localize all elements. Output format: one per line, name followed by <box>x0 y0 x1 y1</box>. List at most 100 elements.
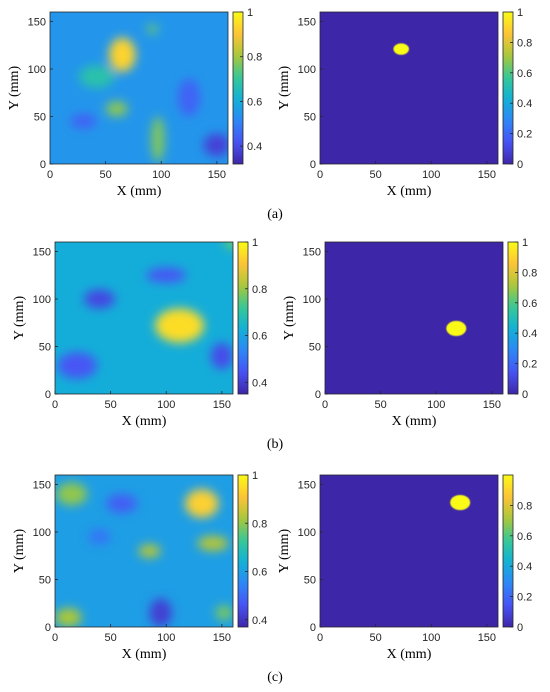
x-tick-label: 100 <box>152 169 170 181</box>
colorbar-tick-label: 0.4 <box>517 561 532 573</box>
heatmap-hotspot <box>138 544 161 558</box>
plot-frame <box>54 474 234 628</box>
colorbar-tick-label: 0.8 <box>522 267 537 279</box>
x-tick-label: 100 <box>422 169 440 181</box>
colorbar-tick-label: 0 <box>517 159 523 171</box>
x-tick-label: 0 <box>52 632 58 644</box>
chart-c-right: 0 50 100 150 0 50 100 150 X (mm) Y (mm) 0 0.2 0.4 0.6… <box>270 463 540 668</box>
y-tick-label: 100 <box>28 64 46 76</box>
y-tick-label: 150 <box>33 247 51 259</box>
heatmap-background <box>50 12 228 164</box>
plot-frame <box>324 241 504 395</box>
y-tick-label: 50 <box>304 575 316 587</box>
heatmap-image <box>325 242 503 394</box>
heatmap-hotspot <box>108 37 136 72</box>
colorbar-tick-label: 0.4 <box>522 328 537 340</box>
defect-region <box>450 494 471 511</box>
x-axis-label: X (mm) <box>122 414 167 429</box>
x-tick-label: 100 <box>157 399 175 411</box>
colorbar-tick-label: 0.8 <box>252 284 267 296</box>
heatmap-lowspot <box>83 289 116 309</box>
heatmap-lowspot <box>57 352 98 379</box>
colorbar-tick-label: 0.4 <box>517 98 532 110</box>
y-tick-label: 100 <box>33 294 51 306</box>
y-tick-label: 0 <box>310 159 316 171</box>
colorbar-tick-label: 0.4 <box>247 141 262 153</box>
chart-a-right: 0 50 100 150 0 50 100 150 X (mm) Y (mm) 0 0.2 0.4 0.6… <box>270 0 540 205</box>
y-tick-label: 150 <box>28 17 46 29</box>
caption-b: (b) <box>266 437 284 452</box>
heatmap-lowspot <box>203 133 228 157</box>
y-tick-label: 150 <box>298 480 316 492</box>
plot-frame <box>54 241 234 395</box>
x-axis-label: X (mm) <box>122 647 167 662</box>
heatmap-hotspot <box>185 489 219 518</box>
y-tick-label: 50 <box>34 112 46 124</box>
heatmap-image <box>320 12 498 164</box>
y-axis-label: Y (mm) <box>282 296 297 341</box>
colorbar <box>502 11 514 165</box>
colorbar-tick-label: 1 <box>252 470 258 482</box>
colorbar-tick-label: 0.2 <box>522 359 537 371</box>
heatmap-hotspot <box>78 65 115 88</box>
x-tick-label: 100 <box>422 632 440 644</box>
colorbar-tick-label: 0.2 <box>517 592 532 604</box>
colorbar-tick-label: 1 <box>517 7 523 19</box>
heatmap-hotspot <box>55 608 82 627</box>
y-tick-label: 50 <box>39 575 51 587</box>
y-tick-label: 0 <box>310 622 316 634</box>
chart-svg: 0 50 100 150 0 50 100 150 X (mm) Y (mm) 0.4 0.6 0.8 1 <box>12 470 267 662</box>
y-axis-label: Y (mm) <box>12 296 27 341</box>
heatmap-image <box>50 12 228 164</box>
x-tick-label: 50 <box>100 169 112 181</box>
chart-svg: 0 50 100 150 0 50 100 150 X (mm) Y (mm) 0 0.2 0.4 0.6… <box>277 7 532 199</box>
colorbar <box>232 11 244 165</box>
defect-region <box>393 43 409 55</box>
y-tick-label: 50 <box>309 342 321 354</box>
x-tick-label: 150 <box>483 399 501 411</box>
y-tick-label: 0 <box>45 389 51 401</box>
x-tick-label: 0 <box>47 169 53 181</box>
colorbar-tick-label: 0 <box>517 622 523 634</box>
plot-frame <box>319 474 499 628</box>
y-tick-label: 0 <box>315 389 321 401</box>
x-tick-label: 0 <box>317 169 323 181</box>
heatmap-lowspot <box>106 494 138 513</box>
plot-frame <box>49 11 229 165</box>
x-tick-label: 50 <box>105 632 117 644</box>
colorbar-tick-label: 0.6 <box>252 331 267 343</box>
chart-svg: 0 50 100 150 0 50 100 150 X (mm) Y (mm) 0 0.2 0.4 0.6… <box>277 474 532 662</box>
y-tick-label: 0 <box>40 159 46 171</box>
colorbar-tick-label: 1 <box>522 237 528 249</box>
heatmap-hotspot <box>215 605 233 621</box>
y-axis-label: Y (mm) <box>277 529 292 574</box>
heatmap-hotspot <box>146 24 158 34</box>
colorbar-tick-label: 0.8 <box>517 37 532 49</box>
x-tick-label: 150 <box>478 632 496 644</box>
colorbar-tick-label: 0.6 <box>517 68 532 80</box>
heatmap-hotspot <box>224 242 233 250</box>
colorbar <box>237 241 249 395</box>
y-axis-label: Y (mm) <box>12 529 27 574</box>
colorbar-tick-label: 0.8 <box>252 518 267 530</box>
chart-a-left: 0 50 100 150 0 50 100 150 X (mm) Y (mm) 0.4 0.6 0.8 1 <box>0 0 270 205</box>
heatmap-hotspot <box>155 308 205 343</box>
colorbar-tick-label: 1 <box>252 237 258 249</box>
x-tick-label: 150 <box>478 169 496 181</box>
heatmap-hotspot <box>56 482 88 506</box>
colorbar <box>502 474 514 628</box>
y-tick-label: 150 <box>303 247 321 259</box>
chart-svg: 0 50 100 150 0 50 100 150 X (mm) Y (mm) 0.4 0.6 0.8 1 <box>12 237 267 429</box>
x-tick-label: 150 <box>213 399 231 411</box>
y-tick-label: 100 <box>298 527 316 539</box>
x-tick-label: 150 <box>208 169 226 181</box>
x-tick-label: 50 <box>105 399 117 411</box>
heatmap-hotspot <box>197 535 229 551</box>
defect-region <box>446 320 467 337</box>
x-tick-label: 50 <box>370 632 382 644</box>
heatmap-background <box>320 12 498 164</box>
x-tick-label: 0 <box>52 399 58 411</box>
chart-b-left: 0 50 100 150 0 50 100 150 X (mm) Y (mm) 0.4 0.6 0.8 1 <box>5 230 275 435</box>
y-tick-label: 100 <box>33 527 51 539</box>
heatmap-hotspot <box>105 101 128 117</box>
